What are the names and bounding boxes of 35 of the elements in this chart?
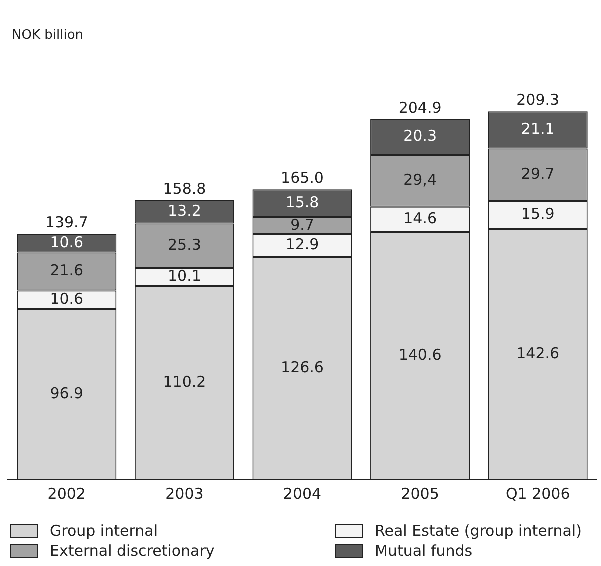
data-label: 13.2 bbox=[168, 202, 202, 220]
x-tick-label: 2003 bbox=[166, 484, 204, 503]
legend-label: Mutual funds bbox=[375, 542, 473, 560]
total-label: 139.7 bbox=[45, 214, 88, 232]
data-label: 10.6 bbox=[50, 290, 84, 308]
total-label: 204.9 bbox=[398, 98, 442, 117]
data-label: 110.2 bbox=[163, 372, 206, 391]
total-label: 158.8 bbox=[163, 180, 206, 198]
legend-label: Real Estate (group internal) bbox=[375, 522, 582, 540]
data-label: 142.6 bbox=[516, 344, 560, 362]
data-label: 140.6 bbox=[398, 346, 442, 364]
data-label: 10.1 bbox=[168, 267, 202, 286]
data-label: 96.9 bbox=[50, 384, 84, 403]
data-label: 10.6 bbox=[50, 233, 84, 252]
total-label: 209.3 bbox=[516, 91, 560, 110]
data-label: 12.9 bbox=[286, 236, 320, 254]
text: NOK billion bbox=[12, 28, 84, 43]
data-label: 15.8 bbox=[286, 193, 320, 212]
data-label: 29.7 bbox=[521, 164, 555, 183]
legend-label: External discretionary bbox=[50, 542, 215, 560]
data-label: 126.6 bbox=[281, 358, 324, 376]
data-label: 25.3 bbox=[168, 236, 202, 254]
data-label: 14.6 bbox=[404, 210, 438, 228]
x-tick-label: 2004 bbox=[283, 484, 322, 503]
data-label: 21.6 bbox=[50, 262, 84, 280]
data-label: 15.9 bbox=[521, 204, 555, 223]
data-label: 20.3 bbox=[404, 127, 438, 146]
x-tick-label: Q1 2006 bbox=[506, 484, 570, 503]
x-tick-label: 2002 bbox=[48, 484, 86, 503]
text: Group internal bbox=[50, 522, 158, 540]
x-tick-label: 2005 bbox=[401, 484, 440, 503]
data-label: 9.7 bbox=[290, 216, 314, 234]
total-label: 165.0 bbox=[281, 168, 324, 187]
data-label: 29,4 bbox=[404, 170, 438, 189]
data-label: 21.1 bbox=[521, 120, 555, 138]
